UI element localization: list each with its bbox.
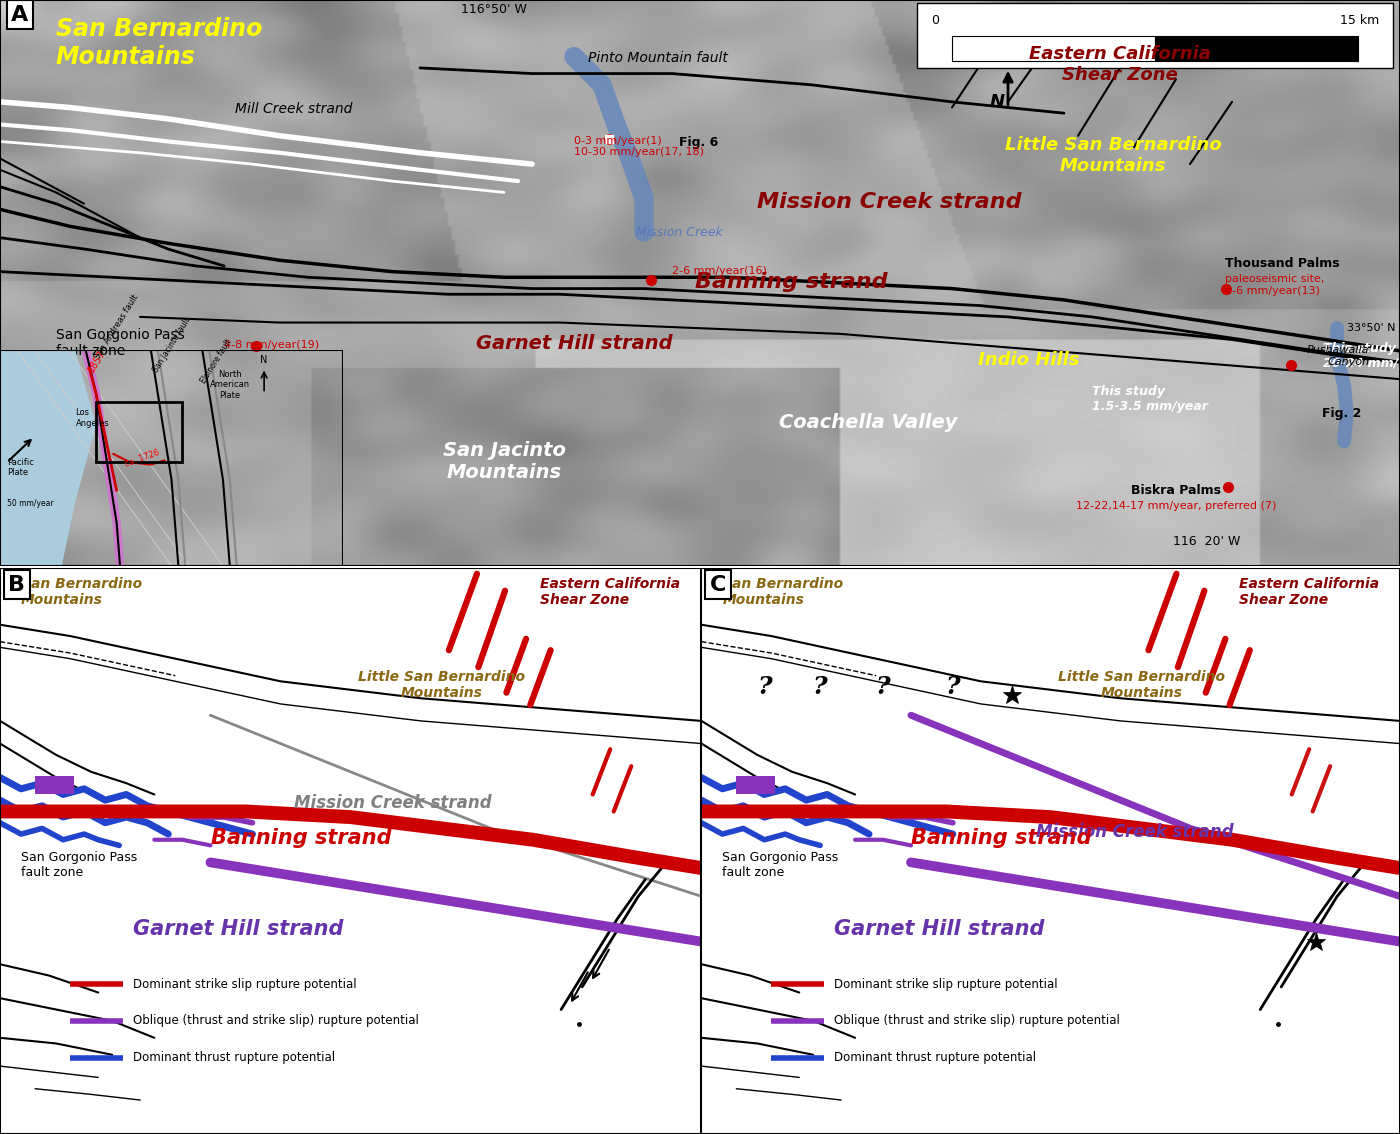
Text: N: N — [260, 355, 267, 365]
Text: C: C — [710, 575, 727, 595]
Text: Los
Angeles: Los Angeles — [76, 408, 109, 428]
Text: 33°50' N: 33°50' N — [1347, 323, 1396, 333]
Bar — [917, 2, 1393, 68]
Text: ?: ? — [945, 675, 960, 699]
Text: Eastern California
Shear Zone: Eastern California Shear Zone — [1239, 576, 1379, 607]
Text: Mission Creek: Mission Creek — [636, 227, 722, 239]
Text: Banning strand: Banning strand — [911, 829, 1092, 848]
Text: Garnet Hill strand: Garnet Hill strand — [133, 919, 344, 939]
Text: Garnet Hill strand: Garnet Hill strand — [476, 333, 672, 353]
Text: Pushawalla
Canyon: Pushawalla Canyon — [1306, 345, 1369, 366]
Text: Little San Bernardino
Mountains: Little San Bernardino Mountains — [1058, 670, 1225, 700]
Text: San Jacinto fault: San Jacinto fault — [151, 316, 192, 374]
Polygon shape — [0, 350, 97, 566]
Bar — [35, 777, 74, 795]
Text: Dominant thrust rupture potential: Dominant thrust rupture potential — [133, 1051, 336, 1064]
Text: This study
1.5-3.5 mm/year: This study 1.5-3.5 mm/year — [1092, 384, 1208, 413]
Bar — [1155, 35, 1358, 61]
Text: Dominant strike slip rupture potential: Dominant strike slip rupture potential — [834, 978, 1058, 990]
Text: Coachella Valley: Coachella Valley — [778, 413, 958, 432]
Text: Elsinore fault: Elsinore fault — [199, 337, 234, 384]
Text: Little San Bernardino
Mountains: Little San Bernardino Mountains — [358, 670, 525, 700]
Text: Banning strand: Banning strand — [694, 272, 888, 291]
Text: 1857: 1857 — [85, 348, 108, 374]
Text: paleoseismic site,
2-6 mm/year(13): paleoseismic site, 2-6 mm/year(13) — [1225, 274, 1324, 296]
Text: Indio Hills: Indio Hills — [979, 350, 1079, 369]
Text: 0: 0 — [931, 14, 939, 27]
Text: Oblique (thrust and strike slip) rupture potential: Oblique (thrust and strike slip) rupture… — [133, 1014, 419, 1027]
Bar — [736, 777, 774, 795]
Text: 116  20' W: 116 20' W — [1173, 535, 1240, 548]
Text: Fig. 2: Fig. 2 — [1322, 407, 1361, 421]
Text: San Bernardino
Mountains: San Bernardino Mountains — [21, 576, 143, 607]
Text: San Gorgonio Pass
fault zone: San Gorgonio Pass fault zone — [56, 328, 185, 358]
Text: Dominant thrust rupture potential: Dominant thrust rupture potential — [834, 1051, 1036, 1064]
Text: 12-22,14-17 mm/year, preferred (7): 12-22,14-17 mm/year, preferred (7) — [1075, 501, 1277, 510]
Text: Oblique (thrust and strike slip) rupture potential: Oblique (thrust and strike slip) rupture… — [834, 1014, 1120, 1027]
Text: A: A — [11, 5, 28, 25]
Text: San Gorgonio Pass
fault zone: San Gorgonio Pass fault zone — [722, 850, 839, 879]
Text: North
American
Plate: North American Plate — [210, 370, 249, 400]
Text: Mill Creek strand: Mill Creek strand — [235, 102, 353, 116]
Text: ca. 1726: ca. 1726 — [123, 448, 161, 468]
Text: San Gorgonio Pass
fault zone: San Gorgonio Pass fault zone — [21, 850, 137, 879]
Text: San Jacinto
Mountains: San Jacinto Mountains — [442, 441, 566, 482]
Text: Mission Creek strand: Mission Creek strand — [1036, 823, 1233, 840]
Text: 0-3 mm/year(1)
10-30 mm/year(17, 18): 0-3 mm/year(1) 10-30 mm/year(17, 18) — [574, 136, 704, 158]
Text: San Bernardino
Mountains: San Bernardino Mountains — [56, 17, 262, 69]
Text: Dominant strike slip rupture potential: Dominant strike slip rupture potential — [133, 978, 357, 990]
Text: Pinto Mountain fault: Pinto Mountain fault — [588, 51, 728, 65]
Text: Pacific
Plate: Pacific Plate — [7, 458, 34, 477]
Text: N: N — [990, 93, 1004, 111]
Text: San Bernardino
Mountains: San Bernardino Mountains — [722, 576, 843, 607]
Text: Little San Bernardino
Mountains: Little San Bernardino Mountains — [1005, 136, 1221, 175]
Text: This study
20-24 mm/year: This study 20-24 mm/year — [1323, 342, 1400, 371]
Text: Fig. 6: Fig. 6 — [679, 136, 718, 149]
Text: 50 mm/year: 50 mm/year — [7, 499, 53, 508]
Text: ?: ? — [876, 675, 890, 699]
Text: 15 km: 15 km — [1340, 14, 1379, 27]
Text: Mission Creek strand: Mission Creek strand — [294, 795, 491, 812]
Text: Garnet Hill strand: Garnet Hill strand — [833, 919, 1044, 939]
Text: Mission Creek strand: Mission Creek strand — [757, 193, 1021, 212]
Text: San Andreas fault: San Andreas fault — [92, 293, 140, 361]
Bar — [97, 403, 182, 463]
Text: Biskra Palms: Biskra Palms — [1131, 484, 1221, 497]
Text: Eastern California
Shear Zone: Eastern California Shear Zone — [1029, 45, 1211, 84]
Text: Eastern California
Shear Zone: Eastern California Shear Zone — [540, 576, 680, 607]
Text: 116°50' W: 116°50' W — [461, 2, 528, 16]
Text: Banning strand: Banning strand — [211, 829, 392, 848]
Text: 2-6 mm/year(16): 2-6 mm/year(16) — [672, 266, 767, 276]
Text: ?: ? — [757, 675, 771, 699]
Text: Thousand Palms: Thousand Palms — [1225, 257, 1340, 271]
Text: B: B — [8, 575, 25, 595]
Bar — [952, 35, 1155, 61]
Text: 4-8 mm/year(19): 4-8 mm/year(19) — [224, 339, 319, 349]
Text: ?: ? — [813, 675, 827, 699]
